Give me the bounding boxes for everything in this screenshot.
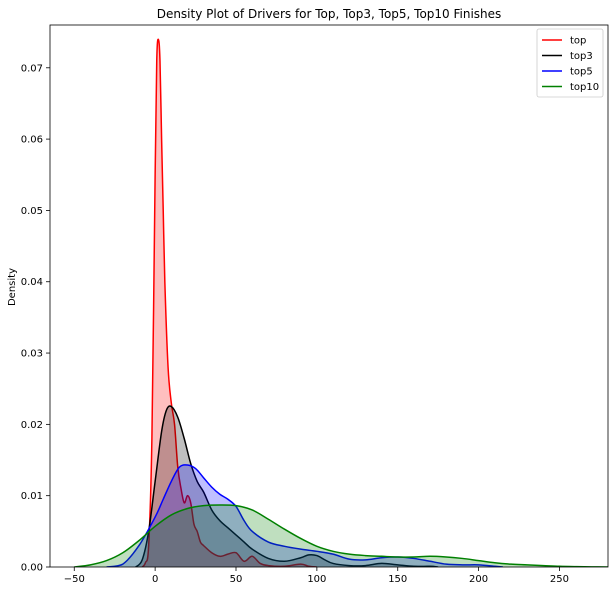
- x-tick-label: 200: [469, 574, 488, 585]
- legend-label-top3: top3: [570, 51, 593, 62]
- legend-label-top: top: [570, 36, 586, 47]
- legend: top top3 top5 top10: [536, 28, 604, 98]
- density-area-top: [142, 39, 317, 567]
- density-line-top3: [135, 405, 439, 567]
- y-tick-label: 0.07: [21, 63, 43, 74]
- density-area-top3: [135, 405, 439, 567]
- y-tick-label: 0.04: [21, 277, 43, 288]
- y-tick-label: 0.03: [21, 349, 43, 360]
- x-tick-label: −50: [64, 574, 85, 585]
- series-group: [74, 38, 608, 567]
- chart-title: Density Plot of Drivers for Top, Top3, T…: [157, 7, 502, 21]
- legend-label-top5: top5: [570, 67, 593, 78]
- x-tick-label: 250: [550, 574, 569, 585]
- legend-label-top10: top10: [570, 82, 599, 93]
- plot-area: [74, 38, 608, 567]
- x-tick-label: 100: [307, 574, 326, 585]
- density-line-top10: [74, 504, 608, 567]
- x-tick-label: 50: [230, 574, 243, 585]
- legend-box: [536, 28, 604, 98]
- y-tick-label: 0.01: [21, 491, 43, 502]
- density-line-top: [141, 38, 317, 567]
- density-line-top5: [106, 464, 503, 567]
- y-tick-label: 0.00: [21, 563, 43, 574]
- axes-frame: [49, 24, 609, 568]
- x-tick-label: 0: [152, 574, 158, 585]
- y-tick-label: 0.06: [21, 135, 43, 146]
- y-tick-label: 0.02: [21, 420, 43, 431]
- y-axis-label: Density: [7, 268, 18, 306]
- axes: −50 0 50 100 150 200 250 0.00 0.01 0.02 0.03 0.04 0.…: [21, 24, 609, 585]
- x-tick-label: 150: [388, 574, 407, 585]
- y-tick-label: 0.05: [21, 206, 43, 217]
- density-area-top5: [106, 464, 503, 567]
- density-area-top10: [74, 504, 608, 567]
